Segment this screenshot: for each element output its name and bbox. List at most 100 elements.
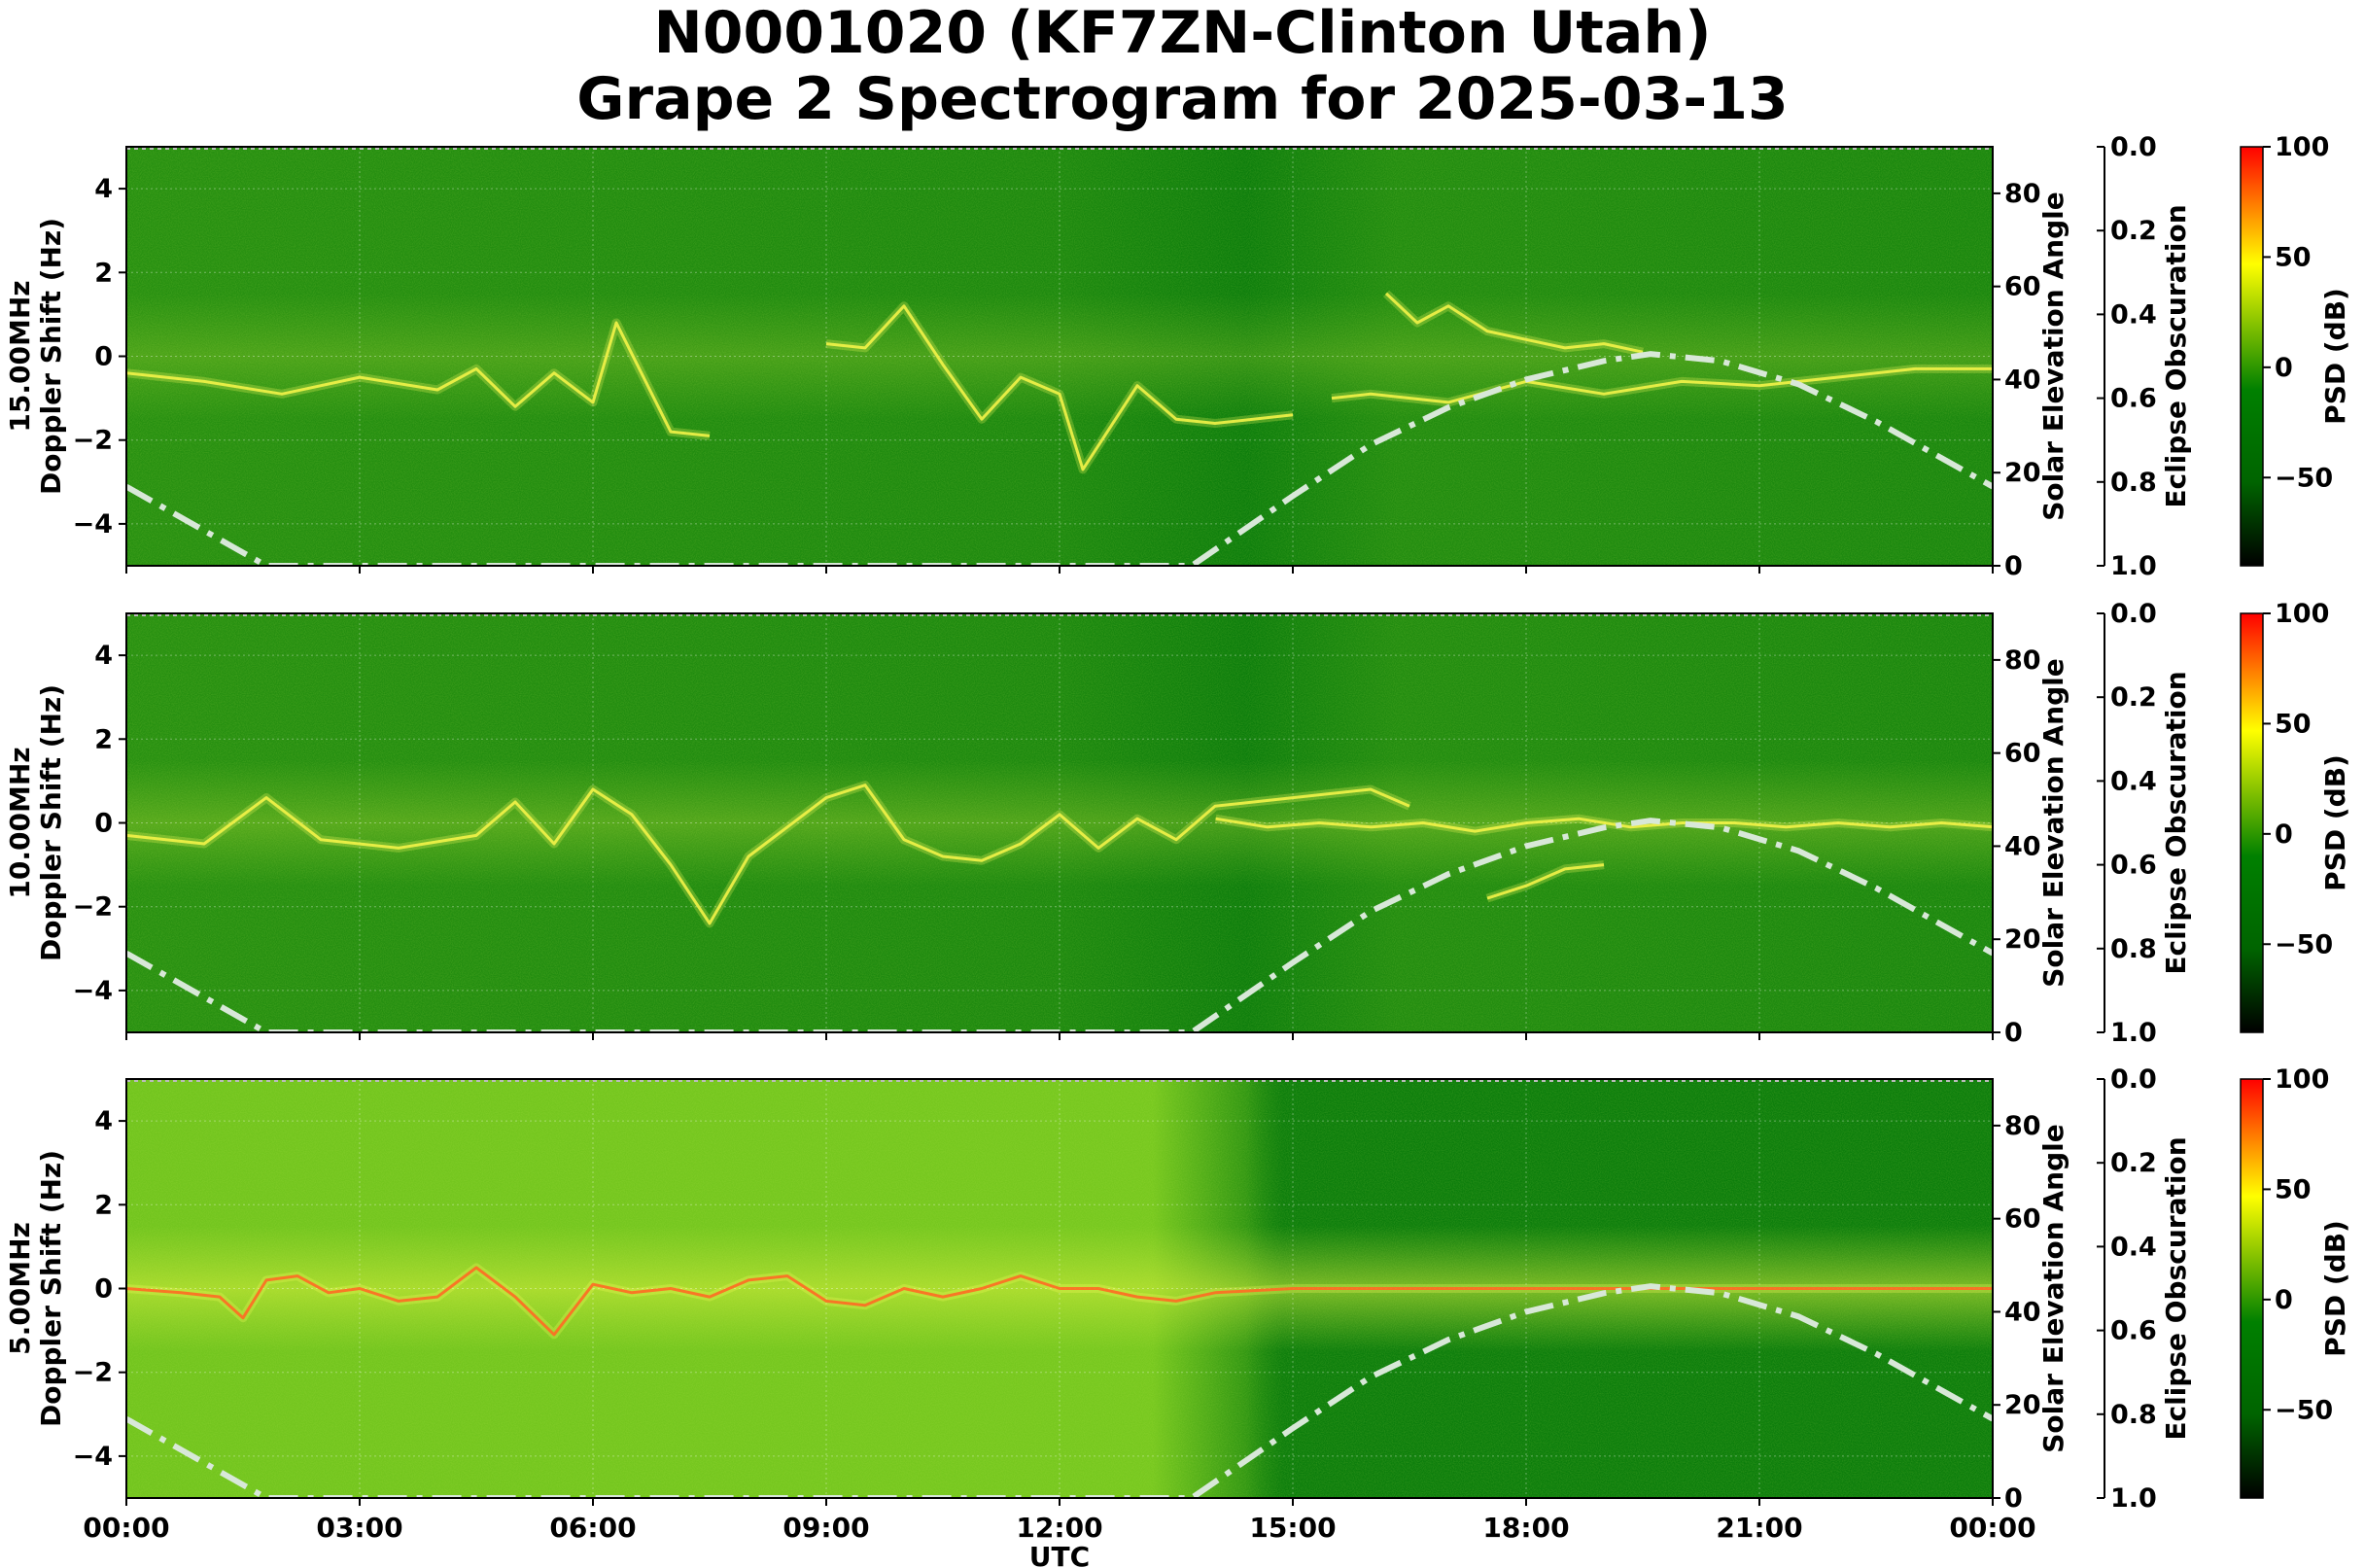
signal-trace-glow (1382, 290, 1644, 357)
eclipse-tick-label: 0.4 (2110, 766, 2157, 796)
eclipse-tick-label: 1.0 (2110, 1483, 2157, 1514)
chart-title: N0001020 (KF7ZN-Clinton Utah) Grape 2 Sp… (0, 0, 2365, 132)
signal-trace (825, 304, 1294, 471)
x-tick-label: 18:00 (1482, 1512, 1569, 1544)
y-tick-label: 4 (94, 641, 113, 671)
y-tick-label: 2 (94, 258, 113, 288)
colorbar (2240, 1078, 2264, 1499)
y-tick-label: −2 (73, 892, 113, 923)
colorbar-tick-label: 100 (2275, 132, 2329, 162)
colorbar-tick-label: 0 (2275, 353, 2293, 383)
y2-tick-label: 40 (2004, 1297, 2041, 1327)
y2-tick-label: 60 (2004, 739, 2041, 769)
title-line-station: N0001020 (KF7ZN-Clinton Utah) (653, 0, 1712, 67)
y-tick-label: −4 (73, 976, 113, 1006)
y-tick-label: 4 (94, 1106, 113, 1136)
y2-tick-label: 0 (2004, 551, 2023, 581)
signal-trace (125, 1266, 1993, 1337)
y-axis-label: Doppler Shift (Hz) (35, 218, 67, 495)
colorbar-tick-label: 0 (2275, 819, 2293, 850)
y-axis-label: Doppler Shift (Hz) (35, 684, 67, 961)
signal-trace-glow (1214, 814, 1995, 836)
y-axis-label: Doppler Shift (Hz) (35, 1150, 67, 1427)
y-axis-label-frequency: 15.00MHz (4, 280, 36, 432)
title-line-date: Grape 2 Spectrogram for 2025-03-13 (576, 65, 1789, 133)
eclipse-tick-label: 0.4 (2110, 1232, 2157, 1262)
colorbar-label: PSD (dB) (2319, 754, 2351, 891)
y2-tick-label: 80 (2004, 179, 2041, 209)
panel-1: 420−2−415.00MHz Doppler Shift (Hz)0204060… (4, 132, 2351, 581)
y2-tick-label: 80 (2004, 1111, 2041, 1141)
eclipse-tick-label: 0.2 (2110, 216, 2157, 246)
y-tick-label: 0 (94, 342, 113, 372)
eclipse-tick-label: 0.2 (2110, 682, 2157, 713)
y-axis-label-frequency: 5.00MHz (4, 1222, 36, 1355)
eclipse-tick-label: 0.6 (2110, 1316, 2157, 1346)
signal-trace-glow (1331, 364, 1993, 407)
colorbar-tick-label: −50 (2275, 929, 2333, 959)
y2-tick-label: 40 (2004, 365, 2041, 395)
colorbar (2240, 146, 2264, 567)
colorbar-label: PSD (dB) (2319, 1220, 2351, 1357)
colorbar (2240, 612, 2264, 1033)
eclipse-axis-label: Eclipse Obscuration (2160, 204, 2192, 507)
colorbar-tick-label: 100 (2275, 1064, 2329, 1095)
colorbar-tick-label: 50 (2275, 242, 2312, 272)
y2-tick-label: 80 (2004, 645, 2041, 676)
eclipse-tick-label: 0.0 (2110, 1064, 2157, 1095)
y-tick-label: 2 (94, 1190, 113, 1220)
signal-trace (1331, 366, 1993, 404)
y-tick-label: −2 (73, 1358, 113, 1388)
eclipse-tick-label: 0.8 (2110, 468, 2157, 498)
y2-axis-label: Solar Elevation Angle (2037, 658, 2069, 987)
x-tick-label: 00:00 (1949, 1512, 2035, 1544)
x-tick-label: 03:00 (316, 1512, 402, 1544)
signal-trace-glow (1485, 860, 1605, 903)
y-tick-label: −4 (73, 509, 113, 540)
y2-tick-label: 60 (2004, 1204, 2041, 1235)
signal-trace-glow (125, 1263, 1993, 1340)
signal-trace (125, 784, 1410, 925)
eclipse-axis-label: Eclipse Obscuration (2160, 1136, 2192, 1440)
eclipse-tick-label: 0.8 (2110, 1400, 2157, 1430)
signal-trace-glow (825, 301, 1294, 474)
y-axis-label-frequency: 10.00MHz (4, 747, 36, 898)
colorbar-tick-label: 100 (2275, 599, 2329, 629)
y-tick-label: 2 (94, 724, 113, 754)
y-tick-label: −4 (73, 1442, 113, 1472)
y-tick-label: 0 (94, 809, 113, 839)
solar-elevation-curve (126, 818, 1993, 1032)
signal-trace (1486, 863, 1605, 900)
eclipse-tick-label: 1.0 (2110, 1018, 2157, 1048)
signal-trace (1215, 817, 1995, 833)
colorbar-tick-label: −50 (2275, 463, 2333, 493)
signal-trace-glow (125, 781, 1411, 928)
colorbar-label: PSD (dB) (2319, 288, 2351, 425)
eclipse-tick-label: 0.8 (2110, 934, 2157, 964)
solar-elevation-curve (126, 1283, 1993, 1498)
signal-trace-glow (125, 318, 711, 440)
y2-axis-label: Solar Elevation Angle (2037, 1124, 2069, 1452)
signal-trace (125, 321, 711, 437)
eclipse-axis-label: Eclipse Obscuration (2160, 671, 2192, 974)
colorbar-tick-label: −50 (2275, 1395, 2333, 1425)
eclipse-tick-label: 0.6 (2110, 384, 2157, 414)
x-tick-label: 21:00 (1716, 1512, 1802, 1544)
solar-elevation-curve (126, 351, 1993, 566)
eclipse-tick-label: 0.6 (2110, 851, 2157, 881)
colorbar-tick-label: 50 (2275, 1174, 2312, 1204)
x-tick-label: 09:00 (783, 1512, 869, 1544)
y2-tick-label: 0 (2004, 1483, 2023, 1514)
x-tick-label: 12:00 (1016, 1512, 1102, 1544)
eclipse-tick-label: 0.2 (2110, 1148, 2157, 1178)
panel-2: 420−2−410.00MHz Doppler Shift (Hz)0204060… (4, 599, 2351, 1048)
signal-trace (1384, 292, 1644, 354)
y2-tick-label: 0 (2004, 1018, 2023, 1048)
y2-axis-label: Solar Elevation Angle (2037, 192, 2069, 520)
x-axis-label: UTC (1029, 1541, 1090, 1568)
spectrogram-noise (126, 147, 1993, 566)
eclipse-tick-label: 1.0 (2110, 551, 2157, 581)
eclipse-tick-label: 0.0 (2110, 599, 2157, 629)
y-tick-label: 0 (94, 1274, 113, 1305)
